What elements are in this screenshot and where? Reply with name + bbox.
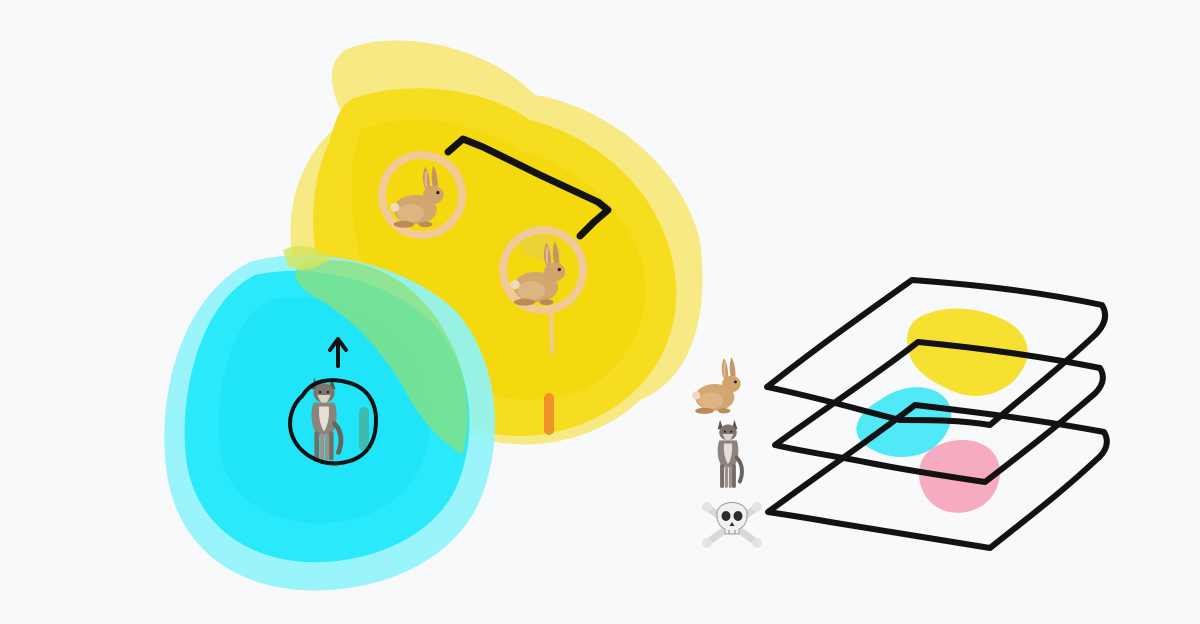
rabbit-icon <box>691 356 742 415</box>
skull-crossbones-icon <box>702 502 762 548</box>
rabbit-group-top[interactable] <box>378 151 466 239</box>
wolf-icon <box>718 420 742 488</box>
layer-sheet-middle <box>772 339 1106 485</box>
layer-stack[interactable] <box>764 277 1110 551</box>
up-arrow-icon <box>328 337 348 368</box>
layer-blob-yellow <box>907 308 1028 396</box>
highlight-ring <box>378 151 466 239</box>
highlight-ring <box>499 226 587 314</box>
ring-tail-stroke <box>549 310 554 354</box>
rabbit-group-bottom[interactable] <box>499 226 587 354</box>
connector-line <box>444 135 612 240</box>
prey-zone-dusty-smudge <box>520 232 562 260</box>
food-chain-stack[interactable] <box>691 356 762 548</box>
overlap-zone-edge <box>283 245 330 270</box>
overlap-zone <box>295 260 468 455</box>
wolf-outline-ring <box>288 378 379 466</box>
wolf-group[interactable] <box>288 337 379 466</box>
layer-sheet-bottom <box>765 402 1110 551</box>
